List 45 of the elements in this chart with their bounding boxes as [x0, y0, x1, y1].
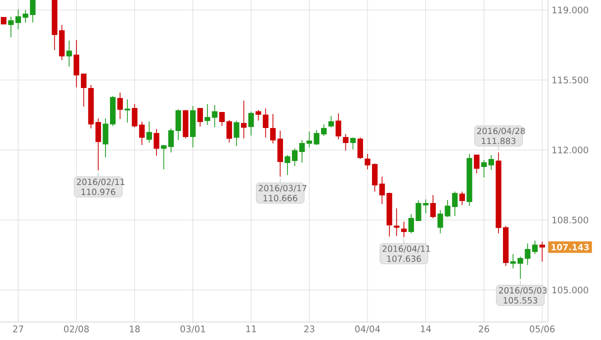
- candlestick: [262, 108, 268, 138]
- y-tick-label: 105.000: [552, 286, 588, 294]
- candlestick: [197, 108, 203, 127]
- x-tick-label: 03/01: [180, 326, 205, 334]
- candlestick: [234, 120, 240, 146]
- candlestick: [466, 154, 472, 206]
- x-tick-label: 04/04: [355, 326, 380, 334]
- candlestick: [459, 191, 465, 206]
- x-tick-label: 23: [304, 326, 314, 332]
- candlestick: [270, 114, 276, 144]
- annotation: 2016/04/11 107.636: [382, 245, 430, 262]
- text: 107.143: [552, 244, 589, 250]
- candlestick: [430, 194, 436, 219]
- candlestick: [336, 112, 342, 140]
- annotation: 2016/05/03 105.553: [498, 287, 547, 304]
- x-tick-label: 11: [246, 326, 256, 332]
- candlestick: [117, 92, 123, 120]
- candlestick: [204, 104, 210, 126]
- annotation: 2016/02/11 110.976: [76, 178, 124, 196]
- x-tick-label: 18: [130, 326, 140, 332]
- annotation: 2016/04/28 111.883: [477, 128, 525, 144]
- candlestick: [256, 110, 262, 121]
- x-tick-label: 27: [13, 326, 24, 332]
- y-tick-label: 108.500: [552, 216, 588, 224]
- candlestick: [394, 208, 400, 236]
- candlestick: [124, 99, 130, 123]
- candlestick: [66, 40, 72, 67]
- candlestick: [328, 116, 334, 128]
- x-tick-label: 14: [421, 326, 431, 332]
- y-tick-label: 115.500: [552, 76, 588, 84]
- candlestick: [401, 221, 407, 238]
- annotation: 2016/03/17 110.666: [258, 184, 306, 202]
- candlestick: [182, 110, 188, 139]
- x-tick-label: 05/06: [530, 326, 555, 334]
- x-tick-label: 26: [478, 326, 490, 332]
- candlestick: [241, 100, 247, 139]
- y-tick-label: 119.000: [552, 6, 588, 14]
- candlestick: [248, 111, 254, 136]
- x-tick-label: 02/08: [64, 326, 89, 334]
- candlestick: [190, 106, 196, 148]
- y-tick-label: 112.000: [552, 146, 588, 154]
- candlestick: [74, 40, 80, 88]
- candlestick: [154, 128, 160, 156]
- candlestick: [350, 136, 356, 150]
- candlestick: [8, 16, 14, 38]
